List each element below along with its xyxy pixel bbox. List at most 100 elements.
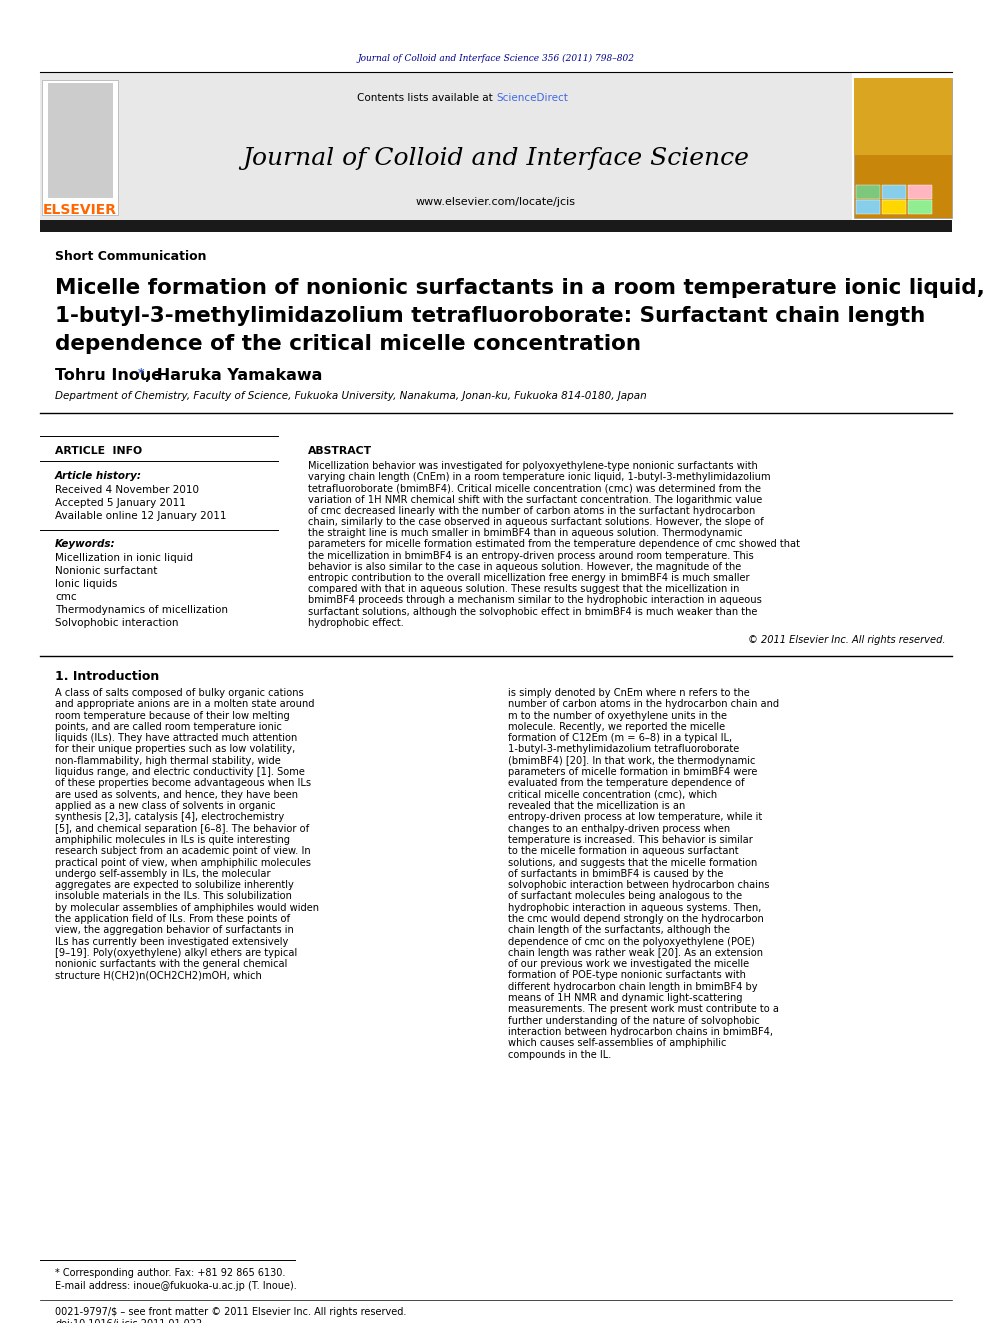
Text: www.elsevier.com/locate/jcis: www.elsevier.com/locate/jcis <box>416 197 576 206</box>
Text: of our previous work we investigated the micelle: of our previous work we investigated the… <box>508 959 749 970</box>
Bar <box>854 78 952 218</box>
Text: bmimBF4 proceeds through a mechanism similar to the hydrophobic interaction in a: bmimBF4 proceeds through a mechanism sim… <box>308 595 762 606</box>
Text: changes to an enthalpy-driven process when: changes to an enthalpy-driven process wh… <box>508 824 730 833</box>
Text: temperature is increased. This behavior is similar: temperature is increased. This behavior … <box>508 835 753 845</box>
Text: * Corresponding author. Fax: +81 92 865 6130.: * Corresponding author. Fax: +81 92 865 … <box>55 1267 286 1278</box>
Text: entropy-driven process at low temperature, while it: entropy-driven process at low temperatur… <box>508 812 762 823</box>
Text: research subject from an academic point of view. In: research subject from an academic point … <box>55 847 310 856</box>
Bar <box>42 79 118 216</box>
Text: Accepted 5 January 2011: Accepted 5 January 2011 <box>55 497 186 508</box>
Bar <box>48 83 113 198</box>
Text: means of 1H NMR and dynamic light-scattering: means of 1H NMR and dynamic light-scatte… <box>508 994 742 1003</box>
Text: Micellization behavior was investigated for polyoxyethylene-type nonionic surfac: Micellization behavior was investigated … <box>308 460 758 471</box>
Text: interaction between hydrocarbon chains in bmimBF4,: interaction between hydrocarbon chains i… <box>508 1027 773 1037</box>
Text: practical point of view, when amphiphilic molecules: practical point of view, when amphiphili… <box>55 857 311 868</box>
Text: the straight line is much smaller in bmimBF4 than in aqueous solution. Thermodyn: the straight line is much smaller in bmi… <box>308 528 742 538</box>
Text: formation of POE-type nonionic surfactants with: formation of POE-type nonionic surfactan… <box>508 971 746 980</box>
Text: ScienceDirect: ScienceDirect <box>496 93 567 103</box>
Text: Received 4 November 2010: Received 4 November 2010 <box>55 486 199 495</box>
Text: the micellization in bmimBF4 is an entropy-driven process around room temperatur: the micellization in bmimBF4 is an entro… <box>308 550 754 561</box>
Text: parameters of micelle formation in bmimBF4 were: parameters of micelle formation in bmimB… <box>508 767 757 777</box>
Text: Short Communication: Short Communication <box>55 250 206 262</box>
Text: (bmimBF4) [20]. In that work, the thermodynamic: (bmimBF4) [20]. In that work, the thermo… <box>508 755 755 766</box>
Text: doi:10.1016/j.jcis.2011.01.022: doi:10.1016/j.jcis.2011.01.022 <box>55 1319 202 1323</box>
Text: hydrophobic effect.: hydrophobic effect. <box>308 618 404 628</box>
Text: for their unique properties such as low volatility,: for their unique properties such as low … <box>55 745 296 754</box>
Text: are used as solvents, and hence, they have been: are used as solvents, and hence, they ha… <box>55 790 298 799</box>
Text: Available online 12 January 2011: Available online 12 January 2011 <box>55 511 226 521</box>
Text: Thermodynamics of micellization: Thermodynamics of micellization <box>55 605 228 615</box>
Text: Journal of Colloid and Interface Science: Journal of Colloid and Interface Science <box>243 147 749 169</box>
Text: solvophobic interaction between hydrocarbon chains: solvophobic interaction between hydrocar… <box>508 880 770 890</box>
Bar <box>882 185 906 198</box>
Text: different hydrocarbon chain length in bmimBF4 by: different hydrocarbon chain length in bm… <box>508 982 758 992</box>
Text: of these properties become advantageous when ILs: of these properties become advantageous … <box>55 778 311 789</box>
Text: structure H(CH2)n(OCH2CH2)mOH, which: structure H(CH2)n(OCH2CH2)mOH, which <box>55 971 262 980</box>
Text: cmc: cmc <box>55 591 76 602</box>
Text: Solvophobic interaction: Solvophobic interaction <box>55 618 179 628</box>
Text: compounds in the IL.: compounds in the IL. <box>508 1049 611 1060</box>
Text: of surfactant molecules being analogous to the: of surfactant molecules being analogous … <box>508 892 742 901</box>
Text: amphiphilic molecules in ILs is quite interesting: amphiphilic molecules in ILs is quite in… <box>55 835 290 845</box>
Text: points, and are called room temperature ionic: points, and are called room temperature … <box>55 722 282 732</box>
Text: is simply denoted by CnEm where n refers to the: is simply denoted by CnEm where n refers… <box>508 688 750 699</box>
Text: variation of 1H NMR chemical shift with the surfactant concentration. The logari: variation of 1H NMR chemical shift with … <box>308 495 762 504</box>
Text: © 2011 Elsevier Inc. All rights reserved.: © 2011 Elsevier Inc. All rights reserved… <box>748 635 945 646</box>
Text: nonionic surfactants with the general chemical: nonionic surfactants with the general ch… <box>55 959 288 970</box>
Text: room temperature because of their low melting: room temperature because of their low me… <box>55 710 290 721</box>
Text: applied as a new class of solvents in organic: applied as a new class of solvents in or… <box>55 800 276 811</box>
Text: chain length was rather weak [20]. As an extension: chain length was rather weak [20]. As an… <box>508 947 763 958</box>
Text: surfactant solutions, although the solvophobic effect in bmimBF4 is much weaker : surfactant solutions, although the solvo… <box>308 607 757 617</box>
Text: aggregates are expected to solubilize inherently: aggregates are expected to solubilize in… <box>55 880 294 890</box>
Text: Contents lists available at: Contents lists available at <box>357 93 496 103</box>
Text: synthesis [2,3], catalysis [4], electrochemistry: synthesis [2,3], catalysis [4], electroc… <box>55 812 285 823</box>
Text: ELSEVIER: ELSEVIER <box>43 202 117 217</box>
Bar <box>40 220 952 232</box>
Text: [5], and chemical separation [6–8]. The behavior of: [5], and chemical separation [6–8]. The … <box>55 824 310 833</box>
Text: tetrafluoroborate (bmimBF4). Critical micelle concentration (cmc) was determined: tetrafluoroborate (bmimBF4). Critical mi… <box>308 483 761 493</box>
Text: undergo self-assembly in ILs, the molecular: undergo self-assembly in ILs, the molecu… <box>55 869 271 878</box>
Text: solutions, and suggests that the micelle formation: solutions, and suggests that the micelle… <box>508 857 757 868</box>
Text: behavior is also similar to the case in aqueous solution. However, the magnitude: behavior is also similar to the case in … <box>308 562 741 572</box>
Bar <box>856 200 880 214</box>
Text: measurements. The present work must contribute to a: measurements. The present work must cont… <box>508 1004 779 1015</box>
Text: number of carbon atoms in the hydrocarbon chain and: number of carbon atoms in the hydrocarbo… <box>508 700 779 709</box>
Text: which causes self-assemblies of amphiphilic: which causes self-assemblies of amphiphi… <box>508 1039 726 1048</box>
Text: hydrophobic interaction in aqueous systems. Then,: hydrophobic interaction in aqueous syste… <box>508 902 762 913</box>
Text: E-mail address: inoue@fukuoka-u.ac.jp (T. Inoue).: E-mail address: inoue@fukuoka-u.ac.jp (T… <box>55 1281 297 1291</box>
Text: Nonionic surfactant: Nonionic surfactant <box>55 566 158 576</box>
Text: dependence of the critical micelle concentration: dependence of the critical micelle conce… <box>55 333 641 355</box>
Text: chain length of the surfactants, although the: chain length of the surfactants, althoug… <box>508 925 730 935</box>
Text: entropic contribution to the overall micellization free energy in bmimBF4 is muc: entropic contribution to the overall mic… <box>308 573 750 583</box>
Text: and appropriate anions are in a molten state around: and appropriate anions are in a molten s… <box>55 700 314 709</box>
Text: 1. Introduction: 1. Introduction <box>55 669 160 683</box>
Text: evaluated from the temperature dependence of: evaluated from the temperature dependenc… <box>508 778 745 789</box>
Bar <box>40 73 852 220</box>
Text: to the micelle formation in aqueous surfactant: to the micelle formation in aqueous surf… <box>508 847 739 856</box>
Text: ABSTRACT: ABSTRACT <box>308 446 372 456</box>
Text: , Haruka Yamakawa: , Haruka Yamakawa <box>145 369 322 384</box>
Text: by molecular assemblies of amphiphiles would widen: by molecular assemblies of amphiphiles w… <box>55 902 319 913</box>
Text: revealed that the micellization is an: revealed that the micellization is an <box>508 800 685 811</box>
Text: ARTICLE  INFO: ARTICLE INFO <box>55 446 142 456</box>
Text: *: * <box>138 366 145 380</box>
Text: insoluble materials in the ILs. This solubilization: insoluble materials in the ILs. This sol… <box>55 892 292 901</box>
Text: Department of Chemistry, Faculty of Science, Fukuoka University, Nanakuma, Jonan: Department of Chemistry, Faculty of Scie… <box>55 392 647 401</box>
Text: ILs has currently been investigated extensively: ILs has currently been investigated exte… <box>55 937 289 946</box>
Text: the cmc would depend strongly on the hydrocarbon: the cmc would depend strongly on the hyd… <box>508 914 764 923</box>
Text: parameters for micelle formation estimated from the temperature dependence of cm: parameters for micelle formation estimat… <box>308 540 800 549</box>
Text: Tohru Inoue: Tohru Inoue <box>55 369 162 384</box>
Text: formation of C12Em (m = 6–8) in a typical IL,: formation of C12Em (m = 6–8) in a typica… <box>508 733 732 744</box>
Bar <box>908 185 932 198</box>
Text: the application field of ILs. From these points of: the application field of ILs. From these… <box>55 914 290 923</box>
Bar <box>908 200 932 214</box>
Text: varying chain length (CnEm) in a room temperature ionic liquid, 1-butyl-3-methyl: varying chain length (CnEm) in a room te… <box>308 472 771 482</box>
Text: liquidus range, and electric conductivity [1]. Some: liquidus range, and electric conductivit… <box>55 767 305 777</box>
Bar <box>856 185 880 198</box>
Text: chain, similarly to the case observed in aqueous surfactant solutions. However, : chain, similarly to the case observed in… <box>308 517 764 527</box>
Text: further understanding of the nature of solvophobic: further understanding of the nature of s… <box>508 1016 760 1025</box>
Text: view, the aggregation behavior of surfactants in: view, the aggregation behavior of surfac… <box>55 925 294 935</box>
Text: 1-butyl-3-methylimidazolium tetrafluoroborate: 1-butyl-3-methylimidazolium tetrafluorob… <box>508 745 739 754</box>
Text: 0021-9797/$ – see front matter © 2011 Elsevier Inc. All rights reserved.: 0021-9797/$ – see front matter © 2011 El… <box>55 1307 407 1316</box>
Text: critical micelle concentration (cmc), which: critical micelle concentration (cmc), wh… <box>508 790 717 799</box>
